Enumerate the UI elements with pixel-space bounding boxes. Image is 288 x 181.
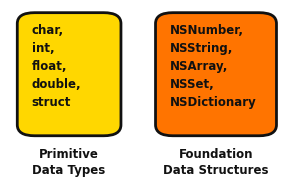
Text: Primitive
Data Types: Primitive Data Types bbox=[33, 148, 106, 177]
Text: Foundation
Data Structures: Foundation Data Structures bbox=[163, 148, 269, 177]
FancyBboxPatch shape bbox=[17, 13, 121, 136]
FancyBboxPatch shape bbox=[156, 13, 276, 136]
Text: NSNumber,
NSString,
NSArray,
NSSet,
NSDictionary: NSNumber, NSString, NSArray, NSSet, NSDi… bbox=[170, 24, 257, 109]
Text: char,
int,
float,
double,
struct: char, int, float, double, struct bbox=[32, 24, 81, 109]
